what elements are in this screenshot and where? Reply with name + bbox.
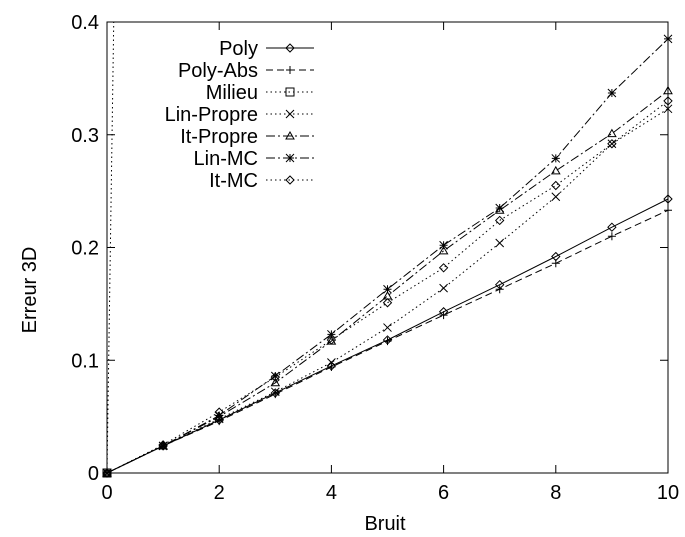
- y-tick-label: 0.1: [71, 350, 99, 372]
- series-line: [106, 90, 669, 474]
- data-point: [551, 259, 560, 268]
- series-it-mc: [102, 96, 673, 478]
- legend-label: Milieu: [206, 82, 258, 104]
- x-axis-label: Bruit: [364, 513, 406, 535]
- data-point: [439, 240, 448, 250]
- legend-marker: [286, 66, 294, 74]
- data-point: [383, 337, 392, 346]
- data-point: [270, 377, 281, 387]
- legend-item: It-Propre: [180, 126, 314, 148]
- data-point: [383, 284, 392, 294]
- legend-item: Poly: [219, 38, 314, 60]
- data-point: [495, 238, 505, 248]
- data-point: [551, 180, 561, 191]
- data-point: [158, 441, 168, 451]
- legend-label: Lin-Propre: [165, 104, 258, 126]
- data-point: [382, 298, 393, 308]
- x-tick-label: 4: [326, 482, 337, 504]
- data-point: [327, 329, 336, 339]
- y-tick-label: 0.3: [71, 125, 99, 147]
- legend-marker: [285, 109, 295, 119]
- series-layer: [102, 21, 673, 478]
- data-point: [663, 194, 673, 204]
- y-tick-label: 0.2: [71, 238, 99, 260]
- data-point: [270, 372, 281, 382]
- data-point: [438, 245, 449, 255]
- y-axis-label: Erreur 3D: [19, 247, 41, 334]
- legend-item: Poly-Abs: [178, 60, 314, 82]
- legend-item: Lin-MC: [194, 148, 314, 170]
- axis-ticks: 0 2 4 6 8 10 0 0.1 0.2 0.3 0.4: [71, 12, 679, 504]
- data-point: [439, 311, 448, 320]
- legend-marker: [285, 130, 295, 140]
- data-point: [551, 154, 561, 163]
- legend-label: Poly: [219, 38, 258, 60]
- data-point: [550, 165, 561, 175]
- data-point: [439, 283, 448, 293]
- x-tick-label: 2: [214, 482, 225, 504]
- plot-border: [106, 21, 669, 474]
- series-milieu: [102, 21, 115, 478]
- x-tick-label: 10: [657, 482, 679, 504]
- legend-label: Lin-MC: [194, 148, 258, 170]
- data-point: [607, 128, 617, 138]
- legend-marker: [285, 87, 295, 97]
- data-point: [270, 387, 280, 397]
- legend-label: Poly-Abs: [178, 60, 258, 82]
- data-point: [663, 34, 673, 44]
- data-point: [495, 285, 504, 294]
- data-point: [663, 96, 673, 106]
- data-point: [664, 206, 672, 215]
- legend-item: Lin-Propre: [165, 104, 314, 126]
- legend-label: It-Propre: [180, 126, 258, 148]
- data-point: [494, 215, 505, 226]
- data-point: [102, 468, 112, 478]
- legend: PolyPoly-AbsMilieuLin-PropreIt-PropreLin…: [165, 38, 314, 192]
- data-point: [607, 139, 617, 149]
- data-point: [607, 222, 617, 232]
- x-tick-label: 6: [438, 482, 449, 504]
- data-point: [270, 371, 280, 381]
- legend-item: It-MC: [209, 170, 314, 192]
- legend-item: Milieu: [206, 82, 314, 104]
- data-point: [663, 85, 673, 95]
- legend-marker: [285, 153, 295, 163]
- data-point: [158, 440, 168, 450]
- plot-frame: [106, 21, 669, 474]
- series-line: [106, 21, 115, 474]
- data-point: [327, 363, 336, 372]
- y-tick-label: 0: [88, 463, 99, 485]
- data-point: [438, 263, 449, 273]
- series-poly-abs: [103, 206, 672, 477]
- legend-label: It-MC: [209, 170, 258, 192]
- data-point: [383, 323, 392, 332]
- legend-marker: [285, 43, 295, 53]
- legend-marker: [285, 175, 295, 185]
- data-point: [551, 192, 561, 202]
- data-point: [495, 203, 505, 213]
- x-tick-label: 8: [550, 482, 561, 504]
- data-point: [663, 104, 673, 114]
- data-point: [326, 335, 337, 345]
- data-point: [607, 232, 616, 241]
- data-point: [607, 88, 617, 98]
- data-point: [327, 358, 336, 367]
- y-tick-label: 0.4: [71, 12, 99, 34]
- x-tick-label: 0: [101, 482, 112, 504]
- data-point: [214, 407, 224, 417]
- series-lin-mc: [102, 34, 673, 478]
